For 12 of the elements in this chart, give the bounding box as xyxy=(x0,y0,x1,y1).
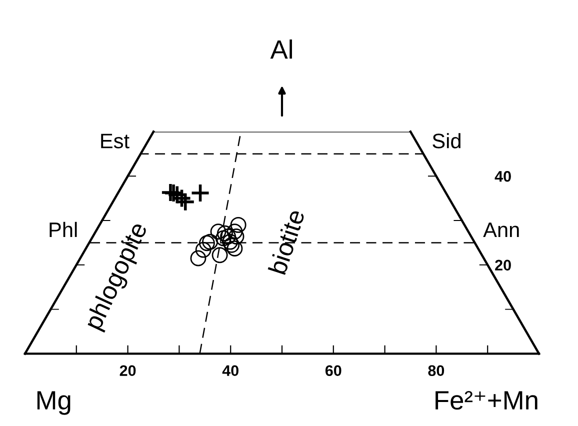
x-tick-label: 60 xyxy=(325,365,342,376)
text: Al xyxy=(270,39,292,59)
x-tick-label: 40 xyxy=(222,365,238,376)
x-tick-label: 80 xyxy=(428,365,444,376)
annotation: Phl xyxy=(50,222,77,237)
annotation: Est xyxy=(101,134,130,148)
x-tick-label: 20 xyxy=(120,365,136,376)
text: Fe²⁺+Mn xyxy=(436,391,538,410)
text: Mg xyxy=(37,391,70,415)
annotation: Ann xyxy=(483,222,519,237)
annotation: Sid xyxy=(432,133,460,148)
annotation: biotite xyxy=(268,208,306,275)
